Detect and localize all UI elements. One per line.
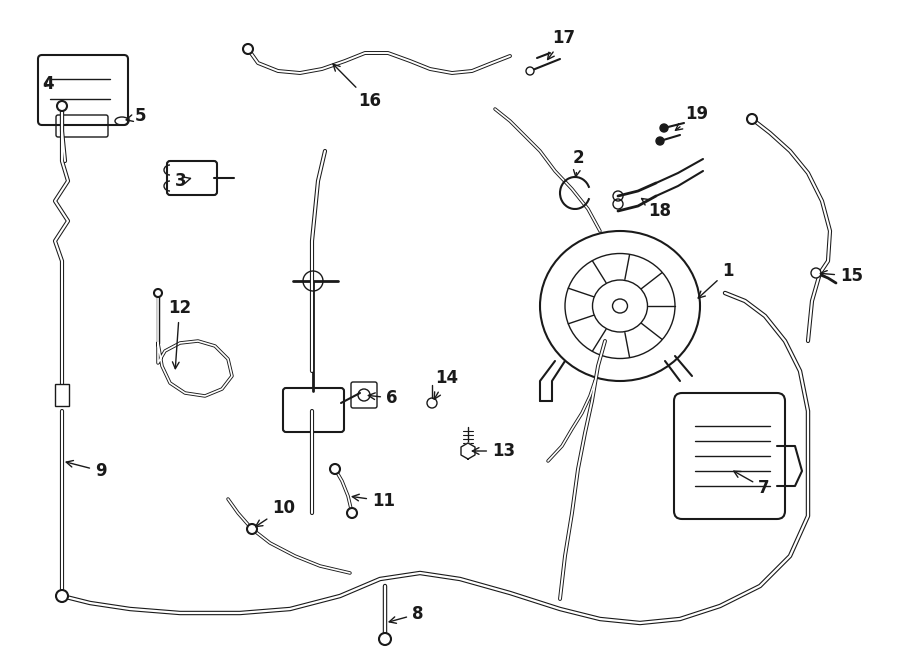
Text: 10: 10: [256, 499, 295, 527]
Circle shape: [57, 101, 67, 111]
Circle shape: [243, 44, 253, 54]
Ellipse shape: [613, 299, 627, 313]
Text: 18: 18: [642, 198, 671, 220]
Circle shape: [811, 268, 821, 278]
Text: 15: 15: [820, 267, 863, 285]
Circle shape: [526, 67, 534, 75]
Circle shape: [656, 137, 664, 145]
Circle shape: [56, 590, 68, 602]
Text: 13: 13: [472, 442, 515, 460]
Circle shape: [379, 633, 391, 645]
Circle shape: [747, 114, 757, 124]
Text: 3: 3: [175, 172, 191, 190]
Text: 17: 17: [547, 29, 575, 59]
Circle shape: [347, 508, 357, 518]
Circle shape: [154, 289, 162, 297]
Text: 9: 9: [67, 461, 106, 480]
Text: 12: 12: [168, 299, 191, 369]
Circle shape: [330, 464, 340, 474]
Text: 16: 16: [333, 64, 381, 110]
Text: 8: 8: [389, 605, 424, 623]
Text: 4: 4: [42, 75, 54, 93]
FancyBboxPatch shape: [55, 384, 69, 406]
Circle shape: [247, 524, 257, 534]
Polygon shape: [461, 443, 475, 459]
Text: 14: 14: [434, 369, 458, 399]
Text: 1: 1: [698, 262, 733, 298]
Text: 7: 7: [734, 471, 770, 497]
Text: 5: 5: [126, 107, 147, 125]
Text: 11: 11: [352, 492, 395, 510]
Text: 2: 2: [573, 149, 585, 176]
Circle shape: [660, 124, 668, 132]
Text: 19: 19: [675, 105, 708, 130]
Text: 6: 6: [368, 389, 398, 407]
